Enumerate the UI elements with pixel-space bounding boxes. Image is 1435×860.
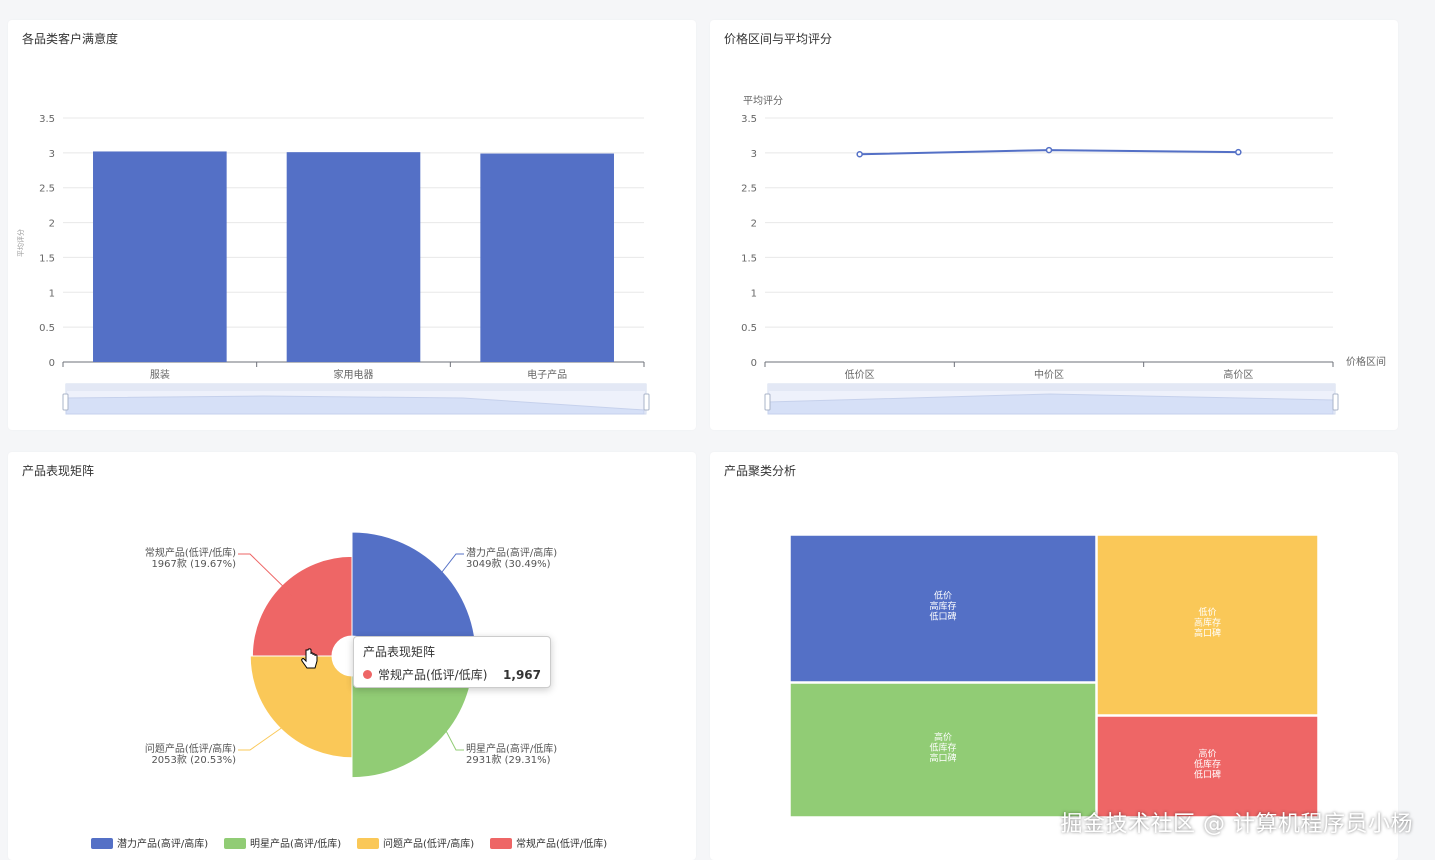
y-tick-label: 1.5 <box>39 253 55 264</box>
bar-chart: 0 0.5 1 1.5 2 2.5 3 3.5 服装 家用电器 电子产品 平均评分 <box>16 114 650 415</box>
treemap-label: 低价 <box>934 590 952 602</box>
pie-tooltip: 产品表现矩阵 常规产品(低评/低库) 1,967 <box>353 636 551 688</box>
panel-title: 产品聚类分析 <box>724 464 797 478</box>
treemap-label: 高口碑 <box>929 752 956 764</box>
treemap-node <box>1096 534 1319 716</box>
bar <box>480 153 614 362</box>
panel-title: 产品表现矩阵 <box>22 464 95 478</box>
x-axis-title: 价格区间 <box>1346 355 1386 368</box>
slice-value-label: 2931款 (29.31%) <box>466 753 551 766</box>
treemap-label: 高价 <box>934 731 952 743</box>
legend-label: 潜力产品(高评/高库) <box>117 837 208 850</box>
slice-value-label: 1967款 (19.67%) <box>151 557 236 570</box>
slice-name-label: 潜力产品(高评/高库) <box>466 546 557 559</box>
y-tick-label: 3 <box>49 149 55 160</box>
treemap-label: 低价 <box>1198 606 1216 618</box>
x-tick-label: 中价区 <box>1034 368 1064 381</box>
y-axis-title: 平均评分 <box>16 229 25 257</box>
legend-swatch <box>357 838 379 849</box>
bar <box>286 152 421 362</box>
treemap-node <box>789 682 1097 818</box>
y-tick-label: 1 <box>49 288 55 299</box>
slice-name-label: 问题产品(低评/高库) <box>145 742 236 755</box>
tooltip-dot <box>363 670 372 679</box>
datazoom-handle-bar <box>768 384 1335 391</box>
datazoom-handle-left <box>764 393 771 411</box>
label-leader-line <box>238 721 291 751</box>
matrix-panel: 产品表现矩阵 潜力产品(高评/高库) 3049款 (30.49%) 明星产品(高评/… <box>8 452 696 860</box>
x-tick-label: 低价区 <box>845 368 875 381</box>
hand-cursor-icon <box>301 648 318 669</box>
legend-label: 问题产品(低评/高库) <box>383 837 474 850</box>
y-tick-label: 0.5 <box>39 323 55 334</box>
treemap-label: 高价 <box>1198 748 1216 760</box>
y-tick-label: 3.5 <box>39 114 55 125</box>
satisfaction-panel: 各品类客户满意度 0 0.5 1 1.5 2 2.5 3 3.5 服装 家用电器 电子产品 平均评分 <box>8 20 696 430</box>
pie-slice <box>251 555 353 657</box>
treemap-label: 高库存 <box>929 600 956 612</box>
watermark: 掘金技术社区 @ 计算机程序员小杨 <box>1060 812 1413 837</box>
legend-label: 常规产品(低评/低库) <box>516 837 607 850</box>
x-tick-label: 高价区 <box>1223 368 1253 381</box>
legend-swatch <box>490 838 512 849</box>
slice-value-label: 2053款 (20.53%) <box>151 753 236 766</box>
treemap-label: 低口碑 <box>1194 769 1221 781</box>
slice-name-label: 常规产品(低评/低库) <box>145 546 236 559</box>
treemap-node <box>789 534 1097 683</box>
y-tick-label: 0.5 <box>741 323 757 334</box>
bar <box>93 151 227 362</box>
treemap-label: 低库存 <box>1194 758 1221 770</box>
treemap-label: 低口碑 <box>929 611 956 623</box>
y-tick-label: 3 <box>751 149 757 160</box>
y-tick-label: 2.5 <box>39 184 55 195</box>
slice-name-label: 明星产品(高评/低库) <box>466 742 557 755</box>
pie-slice <box>249 655 353 759</box>
datazoom-handle-bar <box>66 384 646 391</box>
label-leader-line <box>441 553 464 573</box>
tooltip-value: 1,967 <box>503 667 541 682</box>
x-tick-label: 家用电器 <box>334 368 374 381</box>
cluster-panel: 产品聚类分析 低价 高库存 低口碑 高价 低库存 高口碑 低价 高库存 高口碑 高价 低库存 低口碑 <box>710 452 1398 860</box>
treemap-label: 高库存 <box>1194 617 1221 629</box>
y-tick-label: 1 <box>751 288 757 299</box>
label-leader-line <box>443 726 464 751</box>
tooltip-name: 常规产品(低评/低库) <box>378 668 488 682</box>
data-point <box>1045 146 1053 154</box>
datazoom-handle-right <box>643 393 650 411</box>
label-leader-line <box>238 553 294 597</box>
price-panel: 价格区间与平均评分 0 0.5 1 1.5 2 2.5 3 3.5 低价区 中价区 高价区 平均评分价… <box>710 20 1398 430</box>
treemap-node <box>1096 715 1319 818</box>
treemap-label: 低库存 <box>929 742 956 754</box>
y-axis-title: 平均评分 <box>743 95 783 107</box>
slice-value-label: 3049款 (30.49%) <box>466 557 551 570</box>
legend-label: 明星产品(高评/低库) <box>250 837 341 850</box>
data-point <box>1235 148 1242 156</box>
y-tick-label: 0 <box>49 358 55 369</box>
x-tick-label: 服装 <box>150 368 170 381</box>
legend-swatch <box>91 838 113 849</box>
treemap-label: 高口碑 <box>1194 627 1221 639</box>
y-tick-label: 0 <box>751 358 757 369</box>
y-tick-label: 3.5 <box>741 114 757 125</box>
datazoom-handle-left <box>62 393 69 411</box>
y-tick-label: 1.5 <box>741 253 757 264</box>
panel-title: 各品类客户满意度 <box>22 32 119 46</box>
tooltip-title: 产品表现矩阵 <box>363 645 436 659</box>
x-tick-label: 电子产品 <box>527 368 567 381</box>
datazoom-handle-right <box>1332 393 1339 411</box>
data-point <box>856 151 863 158</box>
legend-swatch <box>224 838 246 849</box>
y-tick-label: 2.5 <box>741 184 757 195</box>
y-tick-label: 2 <box>751 219 757 230</box>
panel-title: 价格区间与平均评分 <box>724 32 833 46</box>
y-tick-label: 2 <box>49 219 55 230</box>
rose-pie-chart: 潜力产品(高评/高库)3049款 (30.49%)明星产品(高评/低库)2931… <box>91 531 607 850</box>
